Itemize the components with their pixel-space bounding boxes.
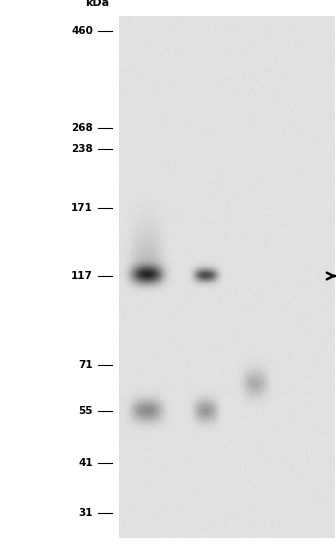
Text: 31: 31 <box>79 508 93 518</box>
Text: 238: 238 <box>71 144 93 154</box>
Text: 460: 460 <box>71 26 93 36</box>
Text: kDa: kDa <box>86 0 110 8</box>
Text: 71: 71 <box>78 360 93 370</box>
Text: 41: 41 <box>78 458 93 468</box>
Text: 55: 55 <box>79 406 93 416</box>
Text: 117: 117 <box>71 271 93 281</box>
Text: 171: 171 <box>71 203 93 213</box>
Text: 268: 268 <box>71 123 93 133</box>
